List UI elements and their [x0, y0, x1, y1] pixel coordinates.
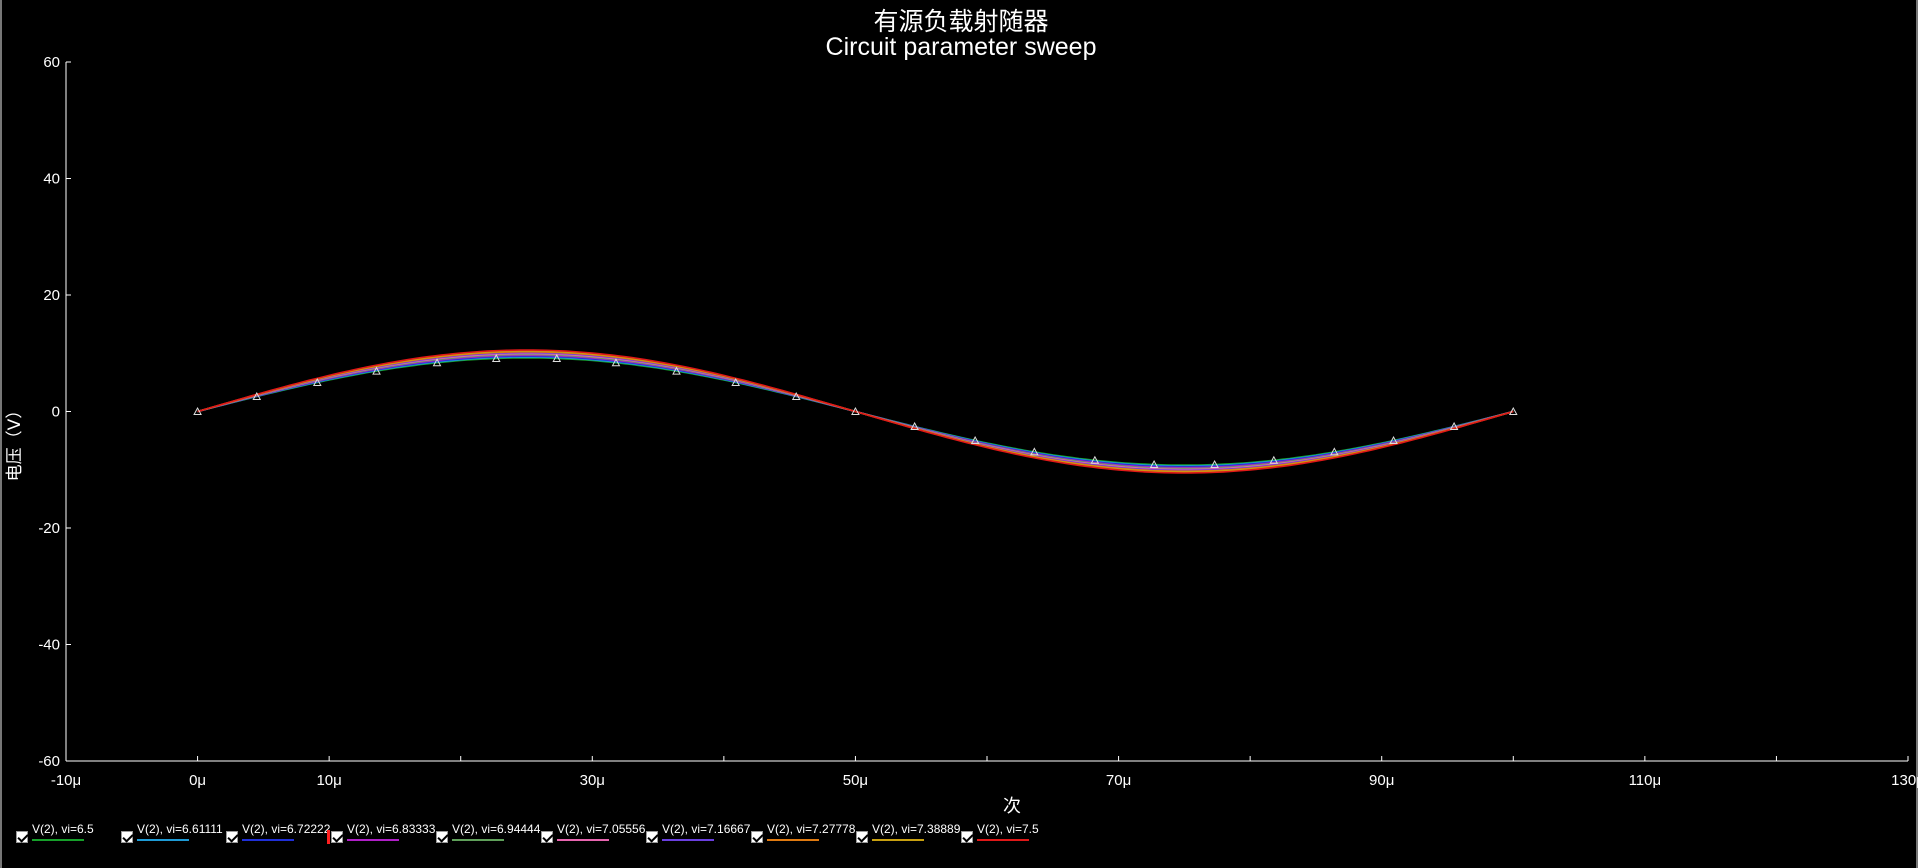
y-tick-label: 60 — [43, 54, 60, 71]
chart-subtitle: Circuit parameter sweep — [825, 33, 1097, 61]
legend-swatch — [662, 839, 714, 841]
x-tick-label: 90μ — [1369, 772, 1394, 789]
legend-label: V(2), vi=6.94444 — [452, 822, 541, 836]
x-tick-label: 130μ — [1891, 772, 1918, 789]
data-marker — [791, 391, 801, 401]
legend-swatch — [557, 839, 609, 841]
y-tick-label: -40 — [38, 637, 60, 654]
data-marker — [1449, 421, 1459, 430]
data-marker — [611, 358, 621, 367]
legend-checkbox[interactable] — [121, 831, 133, 843]
legend-label: V(2), vi=6.83333 — [347, 822, 436, 836]
x-tick-label: 50μ — [843, 772, 868, 789]
legend-swatch — [242, 839, 294, 841]
legend: V(2), vi=6.5 V(2), vi=6.61111 V(2), vi=6.7… — [16, 820, 1906, 852]
legend-swatch — [347, 839, 399, 841]
legend-checkbox[interactable] — [226, 831, 238, 843]
data-marker — [372, 366, 381, 375]
legend-swatch — [452, 839, 504, 841]
y-tick-label: -20 — [38, 520, 60, 537]
data-marker — [1210, 459, 1219, 469]
legend-label: V(2), vi=7.38889 — [872, 822, 961, 836]
data-marker — [193, 406, 202, 415]
legend-checkbox[interactable] — [331, 831, 343, 843]
legend-checkbox[interactable] — [436, 831, 448, 843]
legend-swatch — [977, 839, 1029, 841]
legend-checkbox[interactable] — [646, 831, 658, 843]
legend-swatch — [767, 839, 819, 841]
data-marker — [1030, 447, 1039, 456]
legend-selection-marker — [327, 830, 330, 844]
legend-swatch — [32, 839, 84, 841]
y-axis-label: 电压（V） — [5, 402, 25, 482]
series-line-9 — [197, 349, 1514, 474]
x-tick-label: 0μ — [189, 772, 206, 789]
x-tick-label: 30μ — [580, 772, 605, 789]
legend-label: V(2), vi=7.05556 — [557, 822, 646, 836]
data-marker — [1330, 447, 1339, 456]
x-axis-label: 次 — [1003, 796, 1021, 817]
data-marker — [1508, 406, 1518, 415]
legend-checkbox[interactable] — [856, 831, 868, 843]
legend-checkbox[interactable] — [751, 831, 763, 843]
data-marker — [731, 377, 741, 387]
data-marker — [1389, 435, 1398, 444]
legend-label: V(2), vi=7.16667 — [662, 822, 751, 836]
legend-label: V(2), vi=6.5 — [32, 822, 94, 836]
data-marker — [1090, 455, 1100, 464]
x-tick-label: 70μ — [1106, 772, 1131, 789]
y-tick-label: 20 — [43, 287, 60, 304]
legend-label: V(2), vi=7.5 — [977, 822, 1039, 836]
chart-title: 有源负载射随器 — [873, 7, 1049, 36]
legend-checkbox[interactable] — [541, 831, 553, 843]
data-marker — [252, 391, 262, 401]
data-marker — [1149, 459, 1159, 469]
x-tick-label: 10μ — [316, 772, 341, 789]
y-tick-label: 0 — [52, 404, 60, 421]
legend-label: V(2), vi=7.27778 — [767, 822, 856, 836]
legend-label: V(2), vi=6.61111 — [137, 822, 223, 836]
data-marker — [491, 353, 501, 362]
legend-swatch — [137, 839, 189, 841]
data-marker — [970, 435, 980, 444]
y-tick-label: 40 — [43, 171, 60, 188]
data-marker — [672, 366, 681, 375]
legend-checkbox[interactable] — [16, 831, 28, 843]
x-tick-label: -10μ — [51, 772, 81, 789]
legend-label: V(2), vi=6.72222 — [242, 822, 331, 836]
y-tick-label: -60 — [38, 753, 60, 770]
data-marker — [851, 406, 860, 415]
legend-swatch — [872, 839, 924, 841]
data-marker — [552, 353, 562, 362]
data-marker — [1269, 455, 1279, 464]
data-marker — [910, 421, 919, 430]
legend-checkbox[interactable] — [961, 831, 973, 843]
data-marker — [432, 358, 442, 367]
x-tick-label: 110μ — [1629, 772, 1662, 789]
data-marker — [312, 377, 322, 387]
